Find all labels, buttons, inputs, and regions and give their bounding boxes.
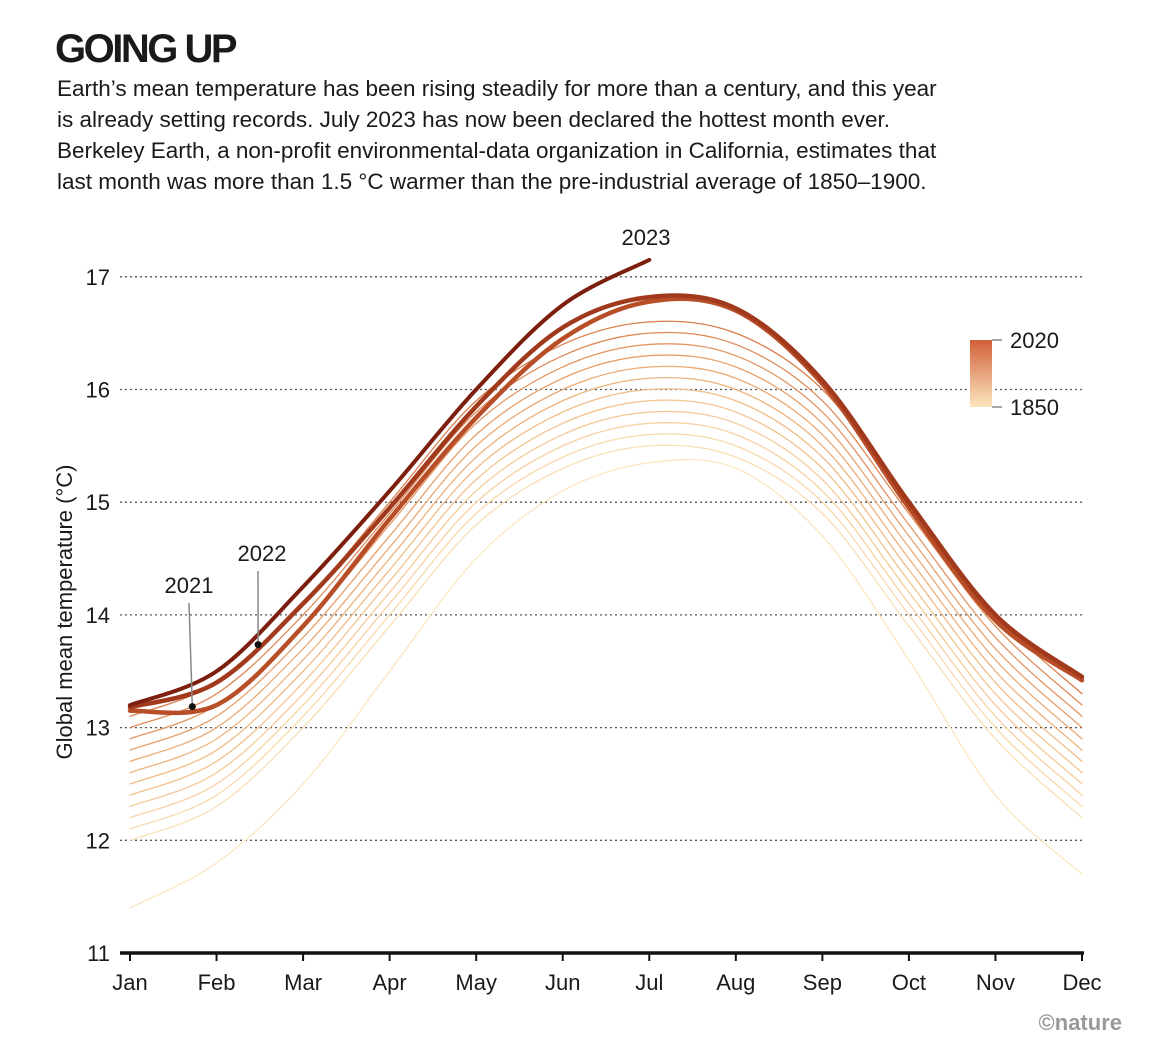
y-tick-label: 12	[86, 828, 110, 853]
year-line	[130, 445, 1082, 840]
highlight-line	[130, 299, 1082, 713]
y-tick-label: 15	[86, 490, 110, 515]
y-tick-label: 13	[86, 716, 110, 741]
subtitle-line: Earth’s mean temperature has been rising…	[57, 76, 937, 101]
x-tick-label: Nov	[976, 970, 1015, 995]
highlight-line	[130, 260, 649, 705]
annotation-dot	[255, 641, 262, 648]
x-tick-label: Mar	[284, 970, 322, 995]
x-tick-label: Oct	[892, 970, 926, 995]
colorbar-label: 2020	[1010, 328, 1059, 353]
x-tick-label: Apr	[373, 970, 407, 995]
x-tick-label: Jun	[545, 970, 580, 995]
y-tick-label: 11	[87, 941, 110, 966]
x-tick-label: Jan	[112, 970, 147, 995]
x-tick-label: Aug	[716, 970, 755, 995]
x-tick-label: Sep	[803, 970, 842, 995]
chart-title: GOING UP	[55, 27, 237, 71]
annotation-dot	[189, 703, 196, 710]
annotation-leader	[189, 603, 192, 707]
subtitle-line: last month was more than 1.5 °C warmer t…	[57, 169, 926, 194]
x-tick-label: Dec	[1062, 970, 1101, 995]
annotation-label: 2023	[622, 225, 671, 250]
y-tick-label: 14	[86, 603, 110, 628]
y-tick-label: 16	[86, 378, 110, 403]
subtitle-line: is already setting records. July 2023 ha…	[57, 107, 890, 132]
y-tick-label: 17	[86, 265, 110, 290]
annotation-label: 2021	[165, 573, 214, 598]
x-tick-label: Jul	[635, 970, 663, 995]
x-tick-label: Feb	[198, 970, 236, 995]
colorbar-label: 1850	[1010, 395, 1059, 420]
colorbar	[970, 340, 992, 407]
subtitle-line: Berkeley Earth, a non-profit environment…	[57, 138, 937, 163]
annotation-label: 2022	[238, 541, 287, 566]
credit: ©nature	[1039, 1010, 1122, 1035]
y-axis-label: Global mean temperature (°C)	[52, 465, 77, 760]
x-tick-label: May	[455, 970, 497, 995]
